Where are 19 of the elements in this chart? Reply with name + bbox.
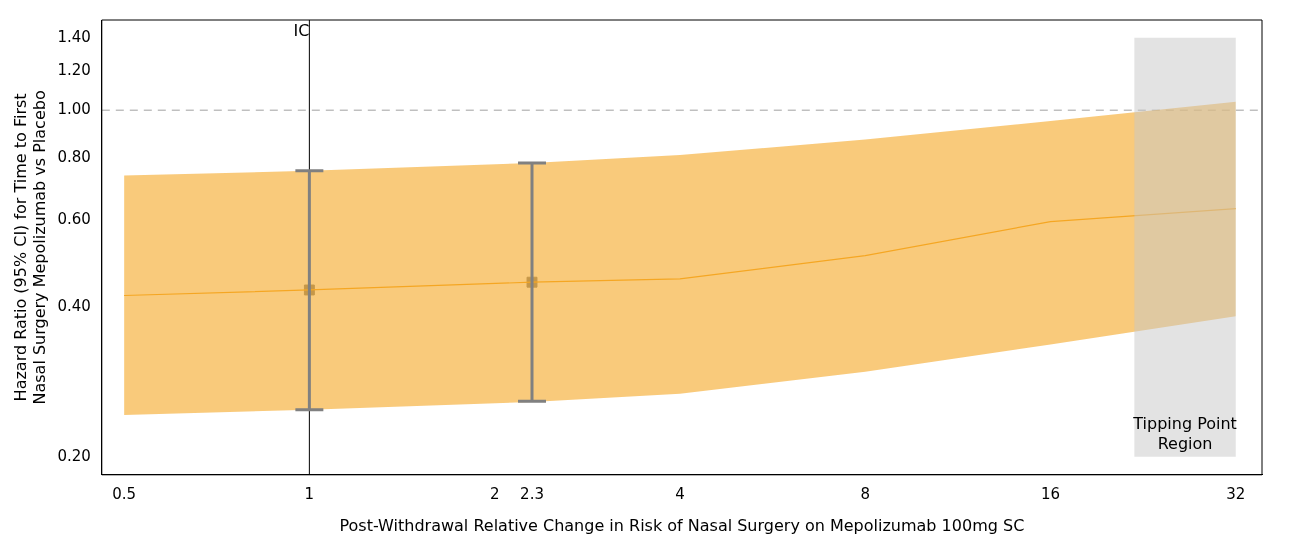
- x-axis-title: Post-Withdrawal Relative Change in Risk of Nasal Surgery on Mepolizumab 100mg SC: [339, 515, 1025, 535]
- x-tick-label: 2: [489, 484, 500, 503]
- x-tick-label: 32: [1226, 484, 1246, 503]
- x-tick-label: 1: [304, 484, 315, 503]
- y-tick-label: 1.40: [57, 27, 91, 46]
- y-axis-title: Hazard Ratio (95% CI) for Time to First Nasal Surgery Mepolizumab vs Placebo: [10, 90, 49, 405]
- x-tick-label: 0.5: [112, 484, 137, 503]
- y-tick-label: 1.20: [57, 60, 91, 79]
- y-tick-label: 0.20: [57, 446, 91, 465]
- x-tick-label: 2.3: [520, 484, 544, 503]
- y-tick-label: 0.60: [57, 210, 91, 229]
- band-label: Tipping Point Region: [1132, 414, 1237, 453]
- x-tick-label: 8: [860, 484, 870, 503]
- y-tick-label: 0.40: [57, 297, 91, 316]
- x-tick-label: 16: [1040, 484, 1061, 503]
- y-tick-label: 1.00: [57, 100, 91, 119]
- x-tick-label: 4: [675, 484, 685, 503]
- ref-line-label: IC: [293, 21, 310, 41]
- y-tick-label: 0.80: [57, 148, 91, 167]
